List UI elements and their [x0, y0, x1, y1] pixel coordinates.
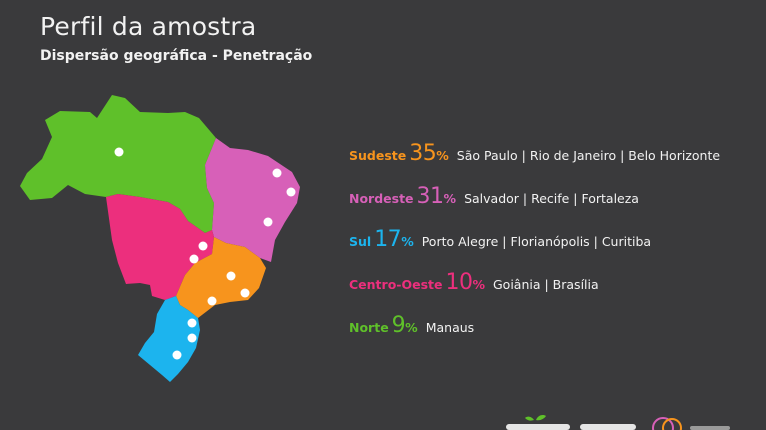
- city-dot-icon: [198, 241, 208, 251]
- city-dot-icon: [187, 318, 197, 328]
- region-name: Sudeste: [349, 148, 407, 163]
- city-dot-icon: [114, 147, 124, 157]
- region-cities: Manaus: [425, 320, 475, 335]
- page-subtitle: Dispersão geográfica - Penetração: [40, 48, 313, 64]
- city-dot-icon: [172, 350, 182, 360]
- percent-sign: %: [472, 277, 485, 292]
- region-cities: Porto Alegre | Florianópolis | Curitiba: [421, 234, 652, 249]
- percent-sign: %: [401, 234, 414, 249]
- region-percentage: 10: [445, 270, 473, 295]
- legend-row-nordeste: Nordeste 31 % Salvador | Recife | Fortal…: [349, 184, 639, 209]
- city-dot-icon: [207, 296, 217, 306]
- city-dot-icon: [189, 254, 199, 264]
- region-name: Nordeste: [349, 191, 414, 206]
- region-name: Norte: [349, 320, 389, 335]
- region-cities: São Paulo | Rio de Janeiro | Belo Horizo…: [456, 148, 721, 163]
- brand-logos-icon: [506, 415, 730, 430]
- region-percentage: 31: [416, 184, 445, 209]
- region-sudeste-shape: [176, 237, 266, 318]
- percent-sign: %: [436, 148, 449, 163]
- percent-sign: %: [405, 320, 418, 335]
- region-sul-shape: [138, 296, 200, 382]
- city-dot-icon: [226, 271, 236, 281]
- page-title: Perfil da amostra: [40, 12, 257, 41]
- legend-row-sul: Sul 17 % Porto Alegre | Florianópolis | …: [349, 227, 651, 252]
- region-name: Centro-Oeste: [349, 277, 443, 292]
- legend-row-sudeste: Sudeste 35 % São Paulo | Rio de Janeiro …: [349, 141, 720, 166]
- legend-row-norte: Norte 9 % Manaus: [349, 313, 474, 338]
- city-dot-icon: [272, 168, 282, 178]
- city-dot-icon: [263, 217, 273, 227]
- region-percentage: 9: [391, 313, 406, 338]
- city-dot-icon: [286, 187, 296, 197]
- brazil-map-icon: [20, 95, 300, 382]
- city-dot-icon: [187, 333, 197, 343]
- region-cities: Salvador | Recife | Fortaleza: [464, 191, 639, 206]
- percent-sign: %: [443, 191, 457, 206]
- region-percentage: 17: [374, 227, 402, 252]
- region-centro-oeste-shape: [106, 194, 214, 300]
- legend-row-centro-oeste: Centro-Oeste 10 % Goiânia | Brasília: [349, 270, 599, 295]
- region-cities: Goiânia | Brasília: [493, 277, 599, 292]
- region-percentage: 35: [409, 141, 437, 166]
- region-name: Sul: [349, 234, 372, 249]
- city-dot-icon: [240, 288, 250, 298]
- city-markers: [114, 147, 296, 360]
- region-norte-shape: [20, 95, 216, 233]
